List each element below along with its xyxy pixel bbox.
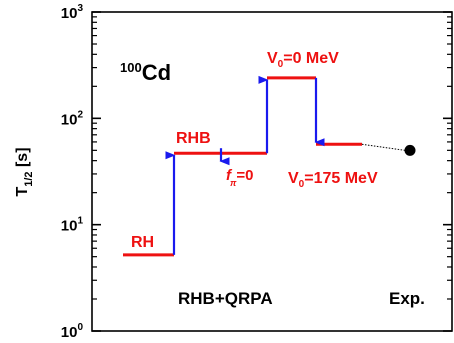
y-tick-label: 102 bbox=[61, 109, 84, 128]
v0-175-label: V0=175 MeV bbox=[288, 170, 378, 190]
y-axis-label: T1/2 [s] bbox=[14, 147, 35, 196]
y-tick-label: 101 bbox=[61, 216, 84, 235]
v0-zero-label: V0=0 MeV bbox=[267, 50, 339, 70]
experiment-label: Exp. bbox=[389, 289, 425, 308]
experiment-point bbox=[404, 144, 416, 156]
y-axis-right-ticks bbox=[443, 11, 452, 332]
nucleus-label: 100Cd bbox=[120, 60, 171, 85]
y-tick-label: 100 bbox=[61, 322, 84, 341]
model-label: RHB+QRPA bbox=[178, 289, 273, 308]
fpi-label: fπ=0 bbox=[226, 167, 254, 188]
y-axis-ticks: 100 101 102 103 bbox=[61, 3, 101, 341]
y-tick-label: 103 bbox=[61, 3, 84, 22]
plot-frame bbox=[91, 11, 453, 332]
rhb-label: RHB bbox=[176, 130, 211, 147]
experiment-connector bbox=[361, 143, 406, 151]
rh-label: RH bbox=[131, 234, 154, 251]
